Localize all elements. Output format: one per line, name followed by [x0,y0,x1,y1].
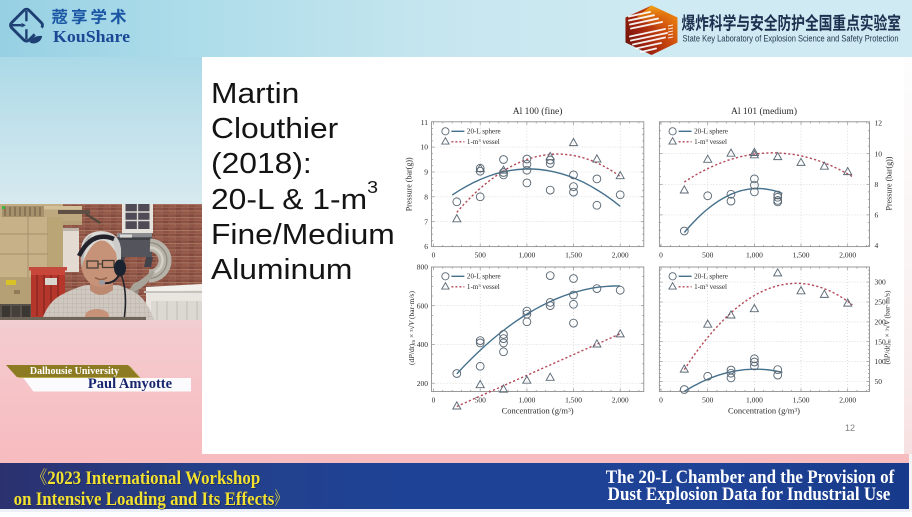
svg-text:6: 6 [424,242,428,251]
svg-text:400: 400 [417,340,429,349]
svg-text:500: 500 [475,396,487,405]
svg-text:500: 500 [702,251,714,260]
svg-text:8: 8 [424,192,428,201]
svg-text:600: 600 [417,301,429,310]
svg-text:State Key Laboratory of Explos: State Key Laboratory of Explosion Scienc… [683,34,899,44]
svg-text:KouShare: KouShare [53,27,130,46]
svg-text:1,500: 1,500 [793,396,810,405]
svg-text:1,500: 1,500 [793,251,810,260]
svg-text:200: 200 [875,318,887,327]
svg-text:1-m3 vessel: 1-m3 vessel [694,138,727,146]
svg-text:Concentration (g/m3): Concentration (g/m3) [502,406,574,416]
svg-text:1-m3 vessel: 1-m3 vessel [467,138,500,146]
svg-text:1,000: 1,000 [518,251,535,260]
svg-text:0: 0 [432,251,436,260]
svg-text:250: 250 [875,298,887,307]
svg-text:2,000: 2,000 [612,396,629,405]
svg-text:1,000: 1,000 [746,396,763,405]
svg-text:800: 800 [417,263,429,272]
svg-text:20-L sphere: 20-L sphere [467,128,501,136]
svg-text:0: 0 [432,396,436,405]
svg-text:1,000: 1,000 [518,396,535,405]
svg-text:Concentration (g/m3): Concentration (g/m3) [728,406,800,416]
svg-text:20-L sphere: 20-L sphere [694,128,728,136]
svg-text:0: 0 [659,396,663,405]
svg-text:7: 7 [424,217,428,226]
svg-text:Al 101 (medium): Al 101 (medium) [731,106,797,117]
svg-text:150: 150 [875,337,887,346]
svg-text:2,000: 2,000 [839,396,856,405]
svg-text:300: 300 [875,278,887,287]
svg-text:1,500: 1,500 [565,396,582,405]
svg-text:Pressure (bar(g)): Pressure (bar(g)) [405,157,414,211]
svg-text:500: 500 [702,396,714,405]
svg-text:200: 200 [417,379,429,388]
svg-text:9: 9 [424,168,428,177]
svg-text:50: 50 [875,377,883,386]
svg-text:10: 10 [421,143,429,152]
svg-text:6: 6 [875,211,879,220]
svg-text:(dP/dt)m × 3√V (bar·m/s): (dP/dt)m × 3√V (bar·m/s) [883,290,893,364]
svg-text:4: 4 [875,241,879,250]
svg-text:12: 12 [875,119,883,128]
svg-text:500: 500 [475,251,487,260]
svg-text:1,500: 1,500 [565,251,582,260]
svg-text:8: 8 [875,180,879,189]
svg-text:Al 100 (fine): Al 100 (fine) [513,106,563,117]
svg-text:Pressure (bar(g)): Pressure (bar(g)) [885,156,894,210]
svg-text:100: 100 [875,357,887,366]
svg-text:20-L sphere: 20-L sphere [467,273,501,281]
svg-text:(dP/dt)m × 3√V (bar·m/s): (dP/dt)m × 3√V (bar·m/s) [407,291,417,365]
svg-text:10: 10 [875,149,883,158]
svg-text:0: 0 [659,251,663,260]
svg-text:20-L sphere: 20-L sphere [694,273,728,281]
svg-text:2,000: 2,000 [839,251,856,260]
svg-text:1-m3 vessel: 1-m3 vessel [467,283,500,291]
svg-text:11: 11 [421,118,428,127]
svg-text:1,000: 1,000 [746,251,763,260]
svg-text:12: 12 [845,423,855,433]
svg-text:1-m3 vessel: 1-m3 vessel [694,283,727,291]
svg-text:2,000: 2,000 [612,251,629,260]
